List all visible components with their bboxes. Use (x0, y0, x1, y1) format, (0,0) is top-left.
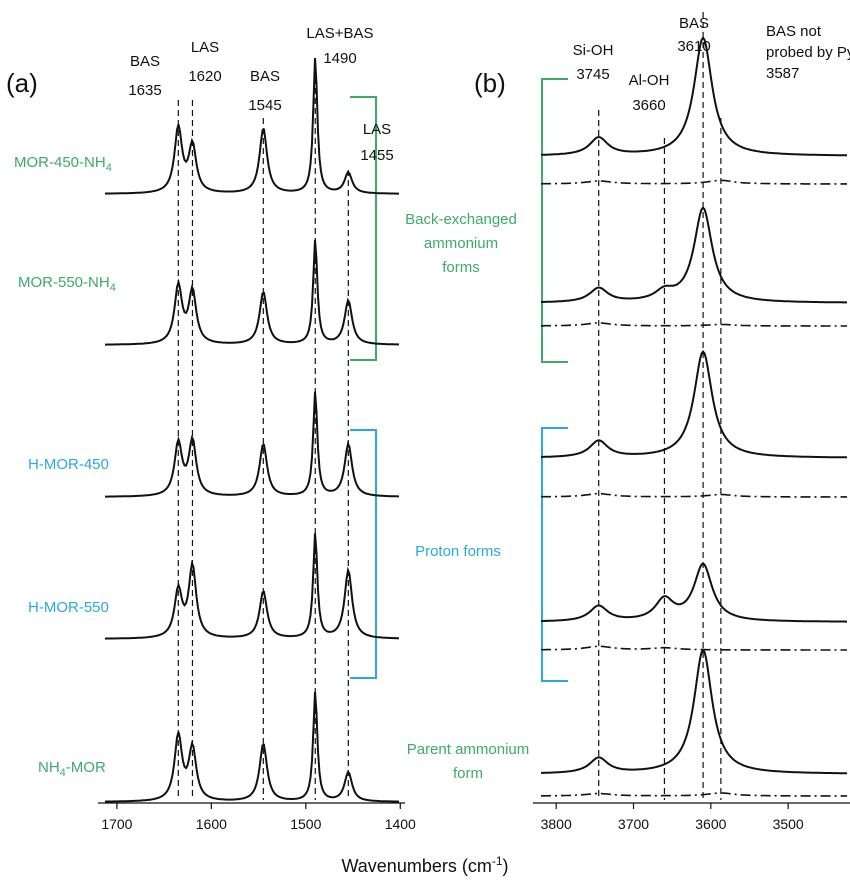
ref-label-a-1455: LAS (363, 121, 391, 138)
spectrum-b-7 (541, 562, 847, 623)
ref-value-b-3745: 3745 (576, 66, 609, 83)
spectrum-a-5 (105, 691, 400, 803)
group-label-parent-2: form (453, 765, 483, 782)
axis-a: 1700 1600 1500 1400 (98, 802, 416, 832)
proton-bracket-b (541, 427, 568, 682)
ref-label-a-1635: BAS (130, 53, 160, 70)
x-tick-label-a-1500: 1500 (290, 816, 321, 832)
group-label-back-exchanged-3: forms (442, 259, 480, 276)
spectra-a (104, 57, 400, 803)
spectrum-b-9 (541, 648, 848, 775)
x-tick-label-a-1600: 1600 (196, 816, 227, 832)
ref-label-a-1545: BAS (250, 68, 280, 85)
panel-label-b: (b) (474, 68, 506, 98)
x-tick-label-b-3600: 3600 (695, 816, 726, 832)
ref-value-b-3660: 3660 (632, 97, 665, 114)
sample-label-mor-450-nh4: MOR-450-NH4 (14, 154, 112, 174)
axis-b: 3800 3700 3600 3500 (533, 802, 850, 832)
spectrum-a-2 (105, 239, 400, 346)
sample-label-h-mor-450: H-MOR-450 (28, 456, 109, 473)
group-label-parent-1: Parent ammonium (407, 741, 530, 758)
x-ticks-a: 1700 1600 1500 1400 (101, 803, 416, 832)
sample-label-h-mor-550: H-MOR-550 (28, 599, 109, 616)
sample-label-mor-550-nh4: MOR-550-NH4 (18, 274, 116, 294)
ref-label-a-1490: LAS+BAS (306, 25, 373, 42)
back-exchanged-bracket-b (541, 78, 568, 363)
ref-value-b-3610: 3610 (677, 38, 710, 55)
ref-label-b-3660: Al-OH (629, 72, 670, 89)
ref-value-a-1490: 1490 (323, 50, 356, 67)
spectrum-b-6 (541, 492, 847, 498)
ref-value-a-1620: 1620 (188, 68, 221, 85)
spectrum-b-3 (541, 206, 847, 304)
ref-value-a-1635: 1635 (128, 82, 161, 99)
group-label-back-exchanged-2: ammonium (424, 235, 498, 252)
spectrum-b-4 (541, 322, 847, 327)
x-tick-label-b-3700: 3700 (618, 816, 649, 832)
panel-label-a: (a) (6, 68, 38, 98)
spectrum-a-1 (104, 57, 399, 195)
reference-lines-b: Si-OH 3745 Al-OH 3660 BAS 3610 BAS not probed b… (573, 12, 850, 800)
x-tick-label-b-3800: 3800 (541, 816, 572, 832)
ref-value-b-3587: 3587 (766, 65, 799, 82)
spectrum-b-2 (540, 179, 847, 185)
spectrum-a-4 (104, 533, 400, 640)
ref-value-a-1545: 1545 (248, 97, 281, 114)
x-ticks-b: 3800 3700 3600 3500 (541, 803, 804, 832)
group-label-proton: Proton forms (415, 543, 501, 560)
spectrum-b-1 (541, 36, 847, 157)
ref-label-b-3587-0: BAS not (766, 23, 822, 40)
ref-label-b-3610: BAS (679, 15, 709, 32)
ref-label-b-3587-1: probed by Py (766, 44, 850, 61)
spectra-b (540, 36, 848, 797)
spectrum-b-5 (541, 349, 848, 459)
x-tick-label-b-3500: 3500 (773, 816, 804, 832)
proton-bracket-a (350, 429, 377, 679)
reference-lines-a: BAS 1635 LAS 1620 BAS 1545 LAS+BAS 1490 LAS 1455 (128, 25, 394, 800)
sample-label-nh4-mor: NH4-MOR (38, 759, 106, 779)
ref-value-a-1455: 1455 (360, 147, 393, 164)
back-exchanged-bracket-a (350, 96, 377, 361)
ref-label-a-1620: LAS (191, 39, 219, 56)
x-tick-label-a-1400: 1400 (385, 816, 416, 832)
spectrum-a-3 (105, 391, 399, 498)
spectrum-b-10 (541, 792, 847, 797)
x-axis-title: Wavenumbers (cm-1) (341, 854, 508, 876)
ref-label-b-3745: Si-OH (573, 42, 614, 59)
spectrum-b-8 (541, 645, 847, 651)
x-tick-label-a-1700: 1700 (101, 816, 132, 832)
group-label-back-exchanged-1: Back-exchanged (405, 211, 517, 228)
